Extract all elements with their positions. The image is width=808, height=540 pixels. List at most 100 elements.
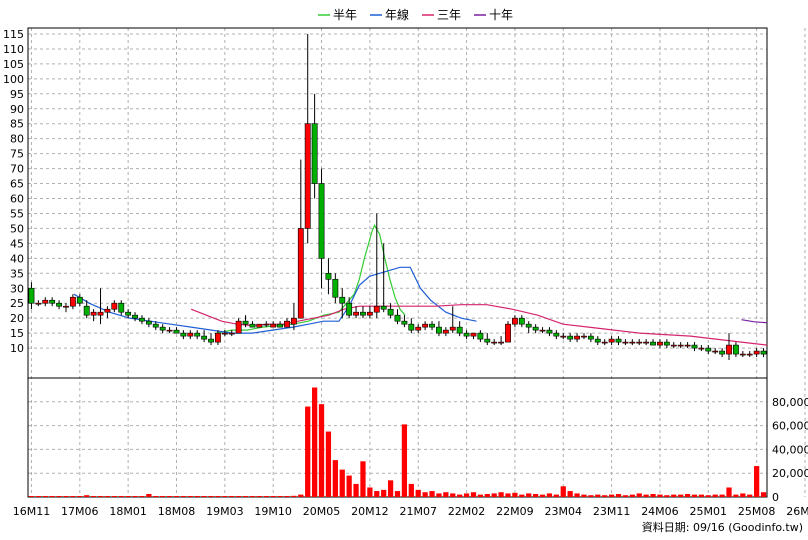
volume-tick-label: 40,000 xyxy=(772,443,808,456)
candle-body xyxy=(290,317,297,325)
price-tick-label: 100 xyxy=(3,73,24,86)
candle-body xyxy=(525,323,532,328)
volume-bar xyxy=(712,494,718,497)
candle-body xyxy=(436,326,442,334)
volume-bar xyxy=(698,494,705,497)
volume-bar xyxy=(657,494,663,497)
candle-body xyxy=(270,323,277,328)
price-tick-label: 115 xyxy=(3,28,24,41)
volume-bars xyxy=(28,387,767,497)
volume-bar xyxy=(608,494,615,497)
candle-body xyxy=(311,123,318,184)
candle-body xyxy=(339,296,346,304)
candle-body xyxy=(608,338,615,343)
volume-bar xyxy=(318,404,325,497)
data-date-credit: 資料日期: 09/16 (Goodinfo.tw) xyxy=(642,520,803,534)
candle-body xyxy=(111,302,118,310)
candle-body xyxy=(152,323,159,328)
candle-body xyxy=(56,302,63,307)
candle-body xyxy=(394,314,401,322)
candle-body xyxy=(263,323,270,326)
volume-bar xyxy=(236,496,242,497)
candle-body xyxy=(511,317,518,325)
candle-body xyxy=(491,341,498,344)
candle-body xyxy=(318,183,325,259)
volume-bar xyxy=(546,493,553,497)
time-tick-label: 22M09 xyxy=(496,505,534,518)
candle-body xyxy=(753,350,760,355)
candle-body xyxy=(166,329,173,332)
volume-bar xyxy=(470,492,477,497)
candle-body xyxy=(739,353,746,356)
candle-body xyxy=(518,317,525,325)
candle-body xyxy=(132,314,138,319)
volume-bar xyxy=(229,496,235,497)
candle-body xyxy=(380,305,387,310)
volume-bar xyxy=(360,461,366,497)
volume-bar xyxy=(291,495,297,497)
volume-bar xyxy=(415,489,421,497)
volume-bar xyxy=(187,496,193,497)
candle-body xyxy=(159,326,166,331)
price-tick-label: 20 xyxy=(10,312,24,325)
volume-bar xyxy=(208,496,214,497)
volume-bar xyxy=(726,487,732,497)
volume-bar xyxy=(256,496,262,497)
price-tick-label: 95 xyxy=(10,88,24,101)
candle-body xyxy=(242,320,249,325)
candle-body xyxy=(594,338,601,343)
candle-body xyxy=(684,344,691,347)
candle-body xyxy=(760,350,767,355)
candle-body xyxy=(574,335,580,340)
price-tick-label: 55 xyxy=(10,207,24,220)
price-tick-label: 50 xyxy=(10,222,24,235)
volume-bar xyxy=(678,494,684,497)
volume-bar xyxy=(636,493,642,497)
x-axis: 16M11 17M06 18M01 18M08 19M03 19M10 20M05 20M12… xyxy=(13,505,808,518)
time-tick-label: 19M10 xyxy=(254,505,292,518)
candle-body xyxy=(235,320,242,334)
volume-bar xyxy=(691,494,698,497)
volume-bar xyxy=(615,494,622,497)
price-tick-label: 65 xyxy=(10,178,24,191)
ma-line xyxy=(741,319,768,324)
candle-body xyxy=(429,323,435,328)
candle-body xyxy=(477,332,484,340)
candle-body xyxy=(173,329,180,334)
candle-body xyxy=(28,287,35,304)
candle-body xyxy=(346,302,353,316)
candle-body xyxy=(732,344,739,355)
candle-body xyxy=(560,335,567,338)
volume-bar xyxy=(622,495,629,497)
volume-bar xyxy=(270,496,276,497)
volume-bar xyxy=(339,469,345,497)
volume-bar xyxy=(429,491,435,497)
candle-body xyxy=(601,341,608,344)
time-tick-label: 19M03 xyxy=(206,505,244,518)
volume-bar xyxy=(367,487,373,497)
volume-bar xyxy=(180,496,187,497)
candle-body xyxy=(325,272,332,280)
candle-body xyxy=(650,341,656,346)
price-tick-label: 30 xyxy=(10,282,24,295)
time-tick-label: 18M01 xyxy=(109,505,147,518)
candle-body xyxy=(629,341,636,344)
candle-body xyxy=(221,332,228,335)
ma-line xyxy=(190,304,768,346)
volume-bar xyxy=(443,492,449,497)
time-tick-label: 26M03 xyxy=(786,505,808,518)
candle-body xyxy=(201,335,208,340)
candle-body xyxy=(415,326,422,331)
candle-body xyxy=(408,323,415,331)
volume-bar xyxy=(526,493,532,497)
volume-bar xyxy=(194,496,200,497)
price-grid xyxy=(28,28,806,497)
price-tick-label: 40 xyxy=(10,252,24,265)
volume-bar xyxy=(553,494,559,497)
price-tick-label: 25 xyxy=(10,297,24,310)
volume-bar xyxy=(346,475,352,497)
time-tick-label: 20M12 xyxy=(351,505,389,518)
candle-body xyxy=(180,332,187,337)
candle-body xyxy=(83,305,90,316)
